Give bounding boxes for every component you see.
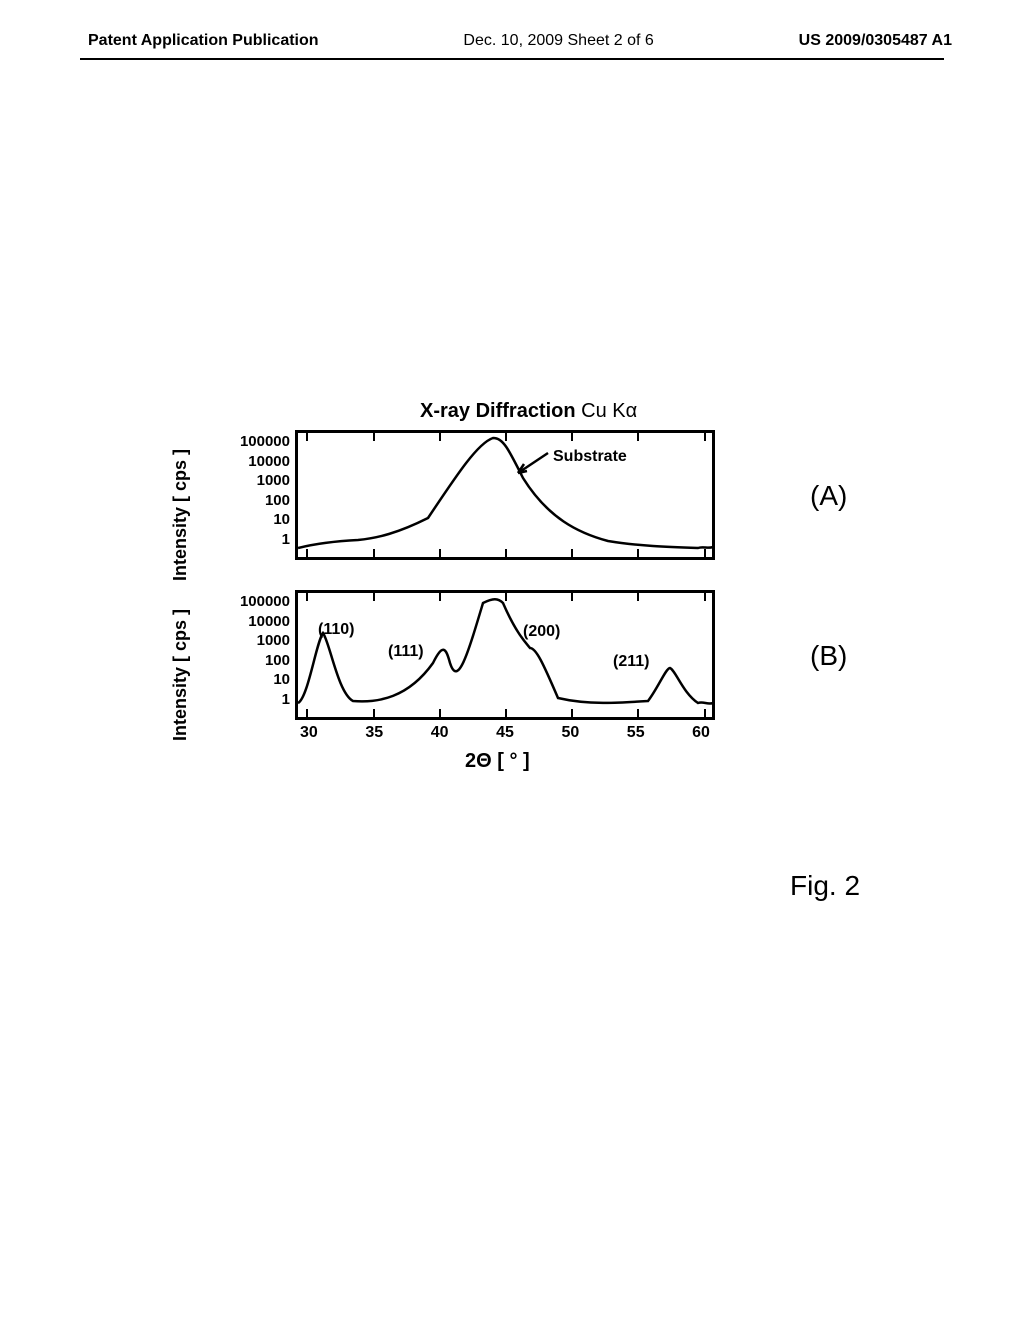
panel-a-label: (A)	[810, 480, 847, 512]
ytick: 100	[200, 491, 290, 511]
ytick: 10	[200, 670, 290, 690]
yticks-panel-a: 100000 10000 1000 100 10 1	[200, 432, 290, 549]
ytick: 100000	[200, 592, 290, 612]
ytick: 1000	[200, 471, 290, 491]
ytick: 10000	[200, 612, 290, 632]
ylabel-panel-a: Intensity [ cps ]	[170, 440, 191, 590]
ytick: 100000	[200, 432, 290, 452]
plot-panel-b: (110) (111) (200) (211)	[295, 590, 715, 720]
header-pub-number: US 2009/0305487 A1	[799, 32, 952, 50]
peak-110-annotation: (110)	[318, 621, 354, 639]
xtick: 60	[692, 724, 710, 742]
header-date-sheet: Dec. 10, 2009 Sheet 2 of 6	[463, 32, 653, 50]
header-rule	[80, 58, 944, 60]
ytick: 1000	[200, 631, 290, 651]
xtick: 40	[431, 724, 449, 742]
peak-211-annotation: (211)	[613, 653, 649, 671]
yticks-panel-b: 100000 10000 1000 100 10 1	[200, 592, 290, 709]
peak-111-annotation: (111)	[388, 643, 424, 661]
chart-title: X-ray Diffraction Cu Kα	[420, 400, 637, 423]
xtick: 45	[496, 724, 514, 742]
plot-panel-a: Substrate	[295, 430, 715, 560]
ytick: 1	[200, 530, 290, 550]
xtick: 50	[561, 724, 579, 742]
ytick: 1	[200, 690, 290, 710]
arrow-icon	[513, 451, 553, 481]
substrate-annotation: Substrate	[553, 448, 627, 466]
ylabel-panel-b: Intensity [ cps ]	[170, 600, 191, 750]
xtick: 55	[627, 724, 645, 742]
xtick: 35	[365, 724, 383, 742]
ytick: 100	[200, 651, 290, 671]
xrd-curve-b	[298, 593, 712, 717]
panel-b-label: (B)	[810, 640, 847, 672]
ytick: 10	[200, 510, 290, 530]
xrd-curve-a	[298, 433, 712, 557]
figure-area: X-ray Diffraction Cu Kα Intensity [ cps …	[170, 400, 790, 800]
xtick: 30	[300, 724, 318, 742]
ytick: 10000	[200, 452, 290, 472]
page-header: Patent Application Publication Dec. 10, …	[0, 32, 1024, 50]
header-publication: Patent Application Publication	[88, 32, 319, 50]
figure-caption: Fig. 2	[790, 870, 860, 902]
peak-200-annotation: (200)	[523, 623, 560, 641]
chart-title-bold: X-ray Diffraction	[420, 400, 581, 422]
xlabel: 2Θ [ ° ]	[465, 750, 530, 773]
chart-title-rest: Cu Kα	[581, 400, 637, 422]
xticks: 30 35 40 45 50 55 60	[295, 724, 715, 742]
